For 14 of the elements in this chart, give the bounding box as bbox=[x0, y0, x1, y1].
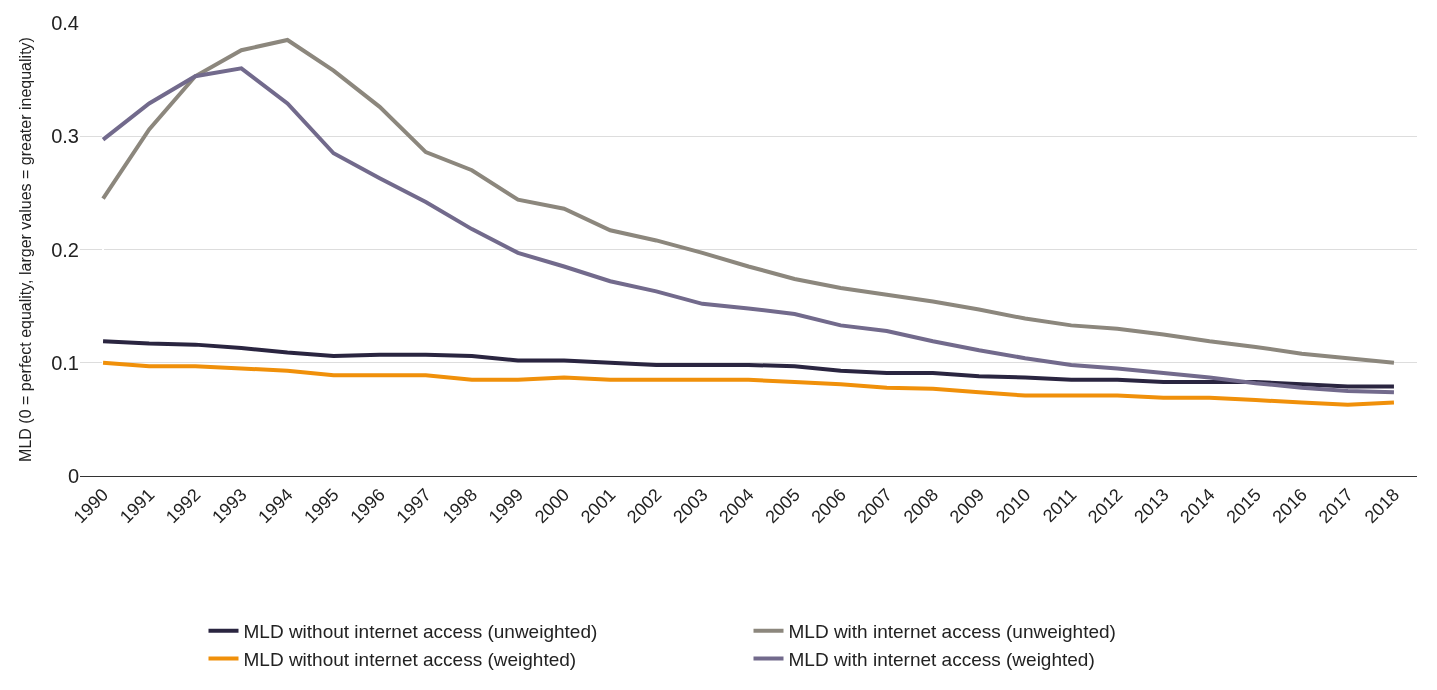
y-tick-label: 0.1 bbox=[51, 351, 79, 374]
line-series bbox=[101, 66, 1396, 395]
y-axis-title: MLD (0 = perfect equality, larger values = greater inequality) bbox=[17, 37, 35, 462]
y-tick-label: 0.3 bbox=[51, 125, 79, 148]
legend-label: MLD with internet access (weighted) bbox=[788, 648, 1095, 670]
y-tick-label: 0.4 bbox=[51, 12, 79, 34]
line-series bbox=[101, 37, 1396, 365]
legend-label: MLD without internet access (unweighted) bbox=[243, 621, 598, 643]
y-tick-label: 0.2 bbox=[51, 238, 79, 261]
y-tick-label: 0 bbox=[67, 465, 79, 487]
legend-label: MLD with internet access (unweighted) bbox=[788, 621, 1116, 643]
line-series bbox=[101, 360, 1396, 407]
line-series bbox=[101, 339, 1396, 389]
legend-label: MLD without internet access (weighted) bbox=[243, 648, 577, 670]
